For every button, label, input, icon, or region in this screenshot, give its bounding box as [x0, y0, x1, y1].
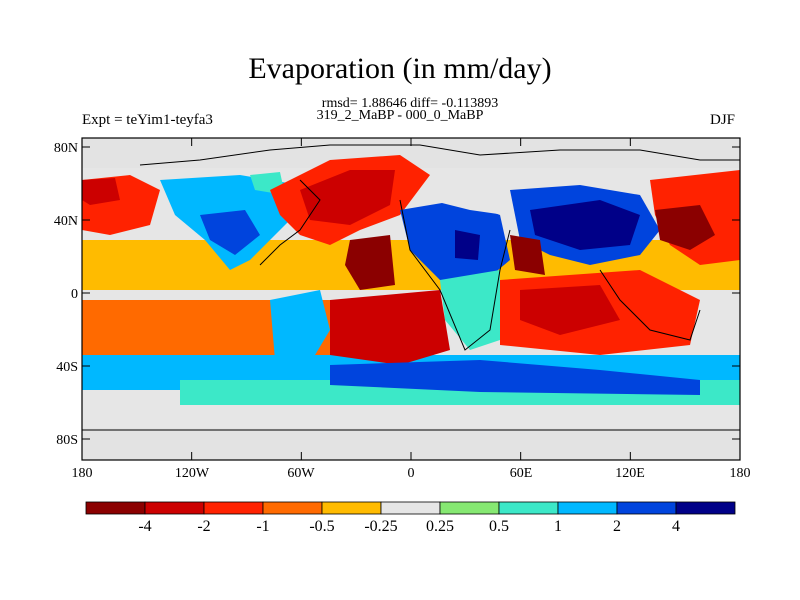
colorbar-label: -2: [197, 518, 211, 535]
lat-tick-label: 0: [71, 287, 78, 302]
colorbar-label: 0.5: [489, 518, 509, 535]
colorbar-box: [498, 501, 559, 515]
season-label: DJF: [710, 112, 736, 128]
lat-tick-label: 40S: [56, 360, 78, 375]
colorbar-label: -1: [256, 518, 270, 535]
colorbar-label: 4: [672, 518, 680, 535]
colorbar-box: [439, 501, 500, 515]
lat-tick-label: 80S: [56, 433, 78, 448]
lon-tick-label: 120E: [615, 466, 645, 481]
colorbar-label: 2: [613, 518, 621, 535]
colorbar-box: [380, 501, 441, 515]
colorbar-label: -0.25: [364, 518, 398, 535]
south-america-region: [270, 290, 330, 380]
experiment-label: Expt = teYim1-teyfa3: [82, 112, 213, 128]
colorbar-box: [616, 501, 677, 515]
colorbar-label: 0.25: [426, 518, 454, 535]
colorbar-label: -4: [138, 518, 152, 535]
colorbar-box: [144, 501, 205, 515]
lon-tick-label: 120W: [174, 466, 210, 481]
colorbar-box: [675, 501, 736, 515]
coastline-north: [139, 144, 740, 166]
colorbar: [85, 501, 736, 515]
lat-tick-label: 80N: [53, 141, 78, 156]
antarctica: [82, 428, 740, 460]
colorbar-box: [321, 501, 382, 515]
colorbar-label: 1: [554, 518, 562, 535]
map-title: Evaporation (in mm/day): [248, 52, 552, 85]
lon-tick-label: 180: [71, 466, 93, 481]
colorbar-label: -0.5: [309, 518, 335, 535]
period-subtitle: 319_2_MaBP - 000_0_MaBP: [316, 108, 484, 123]
axis-ticks: [81, 138, 741, 460]
lat-tick-label: 40N: [53, 214, 78, 229]
colorbar-box: [557, 501, 618, 515]
stats-subtitle: rmsd= 1.88646 diff= -0.113893: [321, 96, 499, 111]
colorbar-box: [203, 501, 264, 515]
lon-tick-label: 60W: [287, 466, 315, 481]
lon-tick-label: 0: [407, 466, 415, 481]
lon-tick-label: 180: [729, 466, 751, 481]
south-atlantic-region: [330, 290, 450, 365]
map-field: [82, 138, 740, 460]
colorbar-box: [262, 501, 323, 515]
colorbar-box: [85, 501, 146, 515]
lon-tick-label: 60E: [509, 466, 533, 481]
